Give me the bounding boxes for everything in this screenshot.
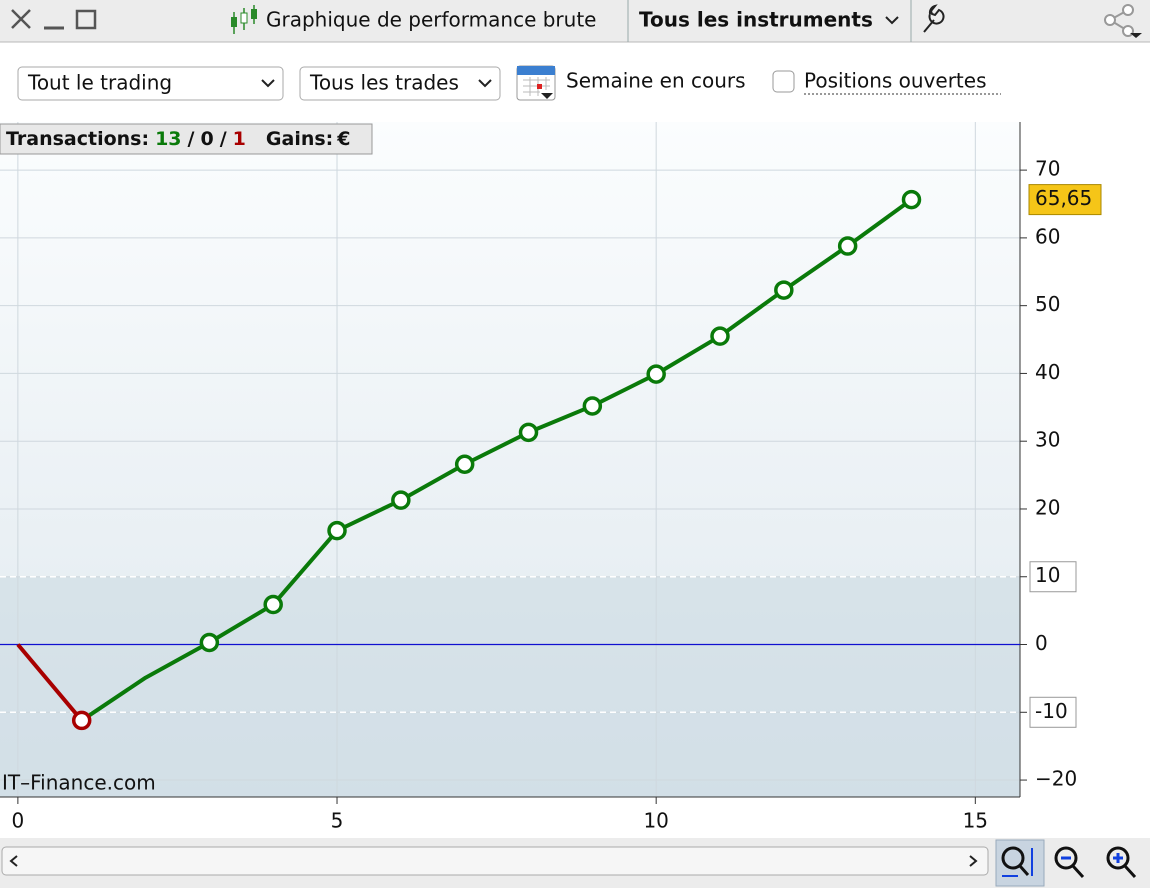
point-marker [327,520,347,541]
y-tick-label: 60 [1035,224,1060,248]
currency: € [336,128,350,150]
point-marker [391,490,411,510]
scope-select[interactable]: Tout le trading [17,66,284,101]
dropdown-arrow [885,16,899,25]
y-tick-label: −20 [1035,767,1077,791]
y-tick-label: 0 [1035,631,1048,655]
scrollbar[interactable] [1,846,989,876]
settings-button[interactable] [923,4,945,33]
select-value: Tout le trading [27,71,172,95]
close-button[interactable] [11,9,31,29]
y-tick-label: 20 [1035,495,1060,519]
losses-count: 1 [233,128,246,150]
select-value: Tous les trades [309,71,459,95]
watermark: IT–Finance.com [2,771,156,795]
share-button[interactable] [1104,4,1142,38]
chart-icon [231,5,257,34]
separator: / [188,128,195,150]
stats-label: Transactions: [6,128,149,150]
tick-label-box [1029,561,1077,593]
point-marker [518,422,539,443]
scroll-right[interactable] [969,855,978,867]
point-marker [837,236,858,256]
checkbox[interactable] [772,70,795,93]
point-marker [263,594,283,615]
y-tick-label: 30 [1035,428,1060,452]
calendar-button[interactable] [516,65,556,101]
trades-select[interactable]: Tous les trades [299,66,501,101]
title-bar [0,0,1150,42]
x-tick-label: 15 [963,809,988,833]
point-marker [774,280,794,300]
y-tick-label: -10 [1035,699,1068,723]
point-marker [582,396,603,416]
tick-label-box [1029,696,1077,728]
series-line [80,197,913,723]
period-label: Semaine en cours [566,69,746,93]
stats-box [0,123,373,155]
y-tick-label: 40 [1035,360,1060,384]
zoom-icons [1001,846,1137,879]
shaded-zone [0,576,1020,797]
x-tick-label: 5 [331,809,344,833]
checkbox-label[interactable]: Positions ouvertes [804,69,987,93]
series-line [16,643,84,722]
instrument-selector[interactable]: Tous les instruments [639,8,873,32]
neutral-count: 0 [200,128,213,150]
point-marker [646,364,666,384]
point-marker [454,454,475,474]
value-label-box [1028,184,1102,216]
y-tick-label: 70 [1035,157,1060,181]
point-marker [199,632,220,653]
point-marker [710,326,730,346]
window-title: Graphique de performance brute [266,8,596,32]
plot-area [0,122,1020,797]
x-tick-label: 10 [643,809,668,833]
point-marker [71,710,92,731]
stats-line: Transactions: 13/0/1 Gains: € [6,128,351,150]
point-marker [901,189,922,210]
maximize-button[interactable] [75,9,97,30]
y-tick-label: 50 [1035,292,1060,316]
gains-label: Gains: [266,128,333,150]
separator: / [220,128,227,150]
y-tick-label: 10 [1035,563,1060,587]
value-label: 65,65 [1035,186,1092,210]
scroll-left[interactable] [9,855,18,867]
wins-count: 13 [155,128,181,150]
x-tick-label: 0 [12,809,25,833]
